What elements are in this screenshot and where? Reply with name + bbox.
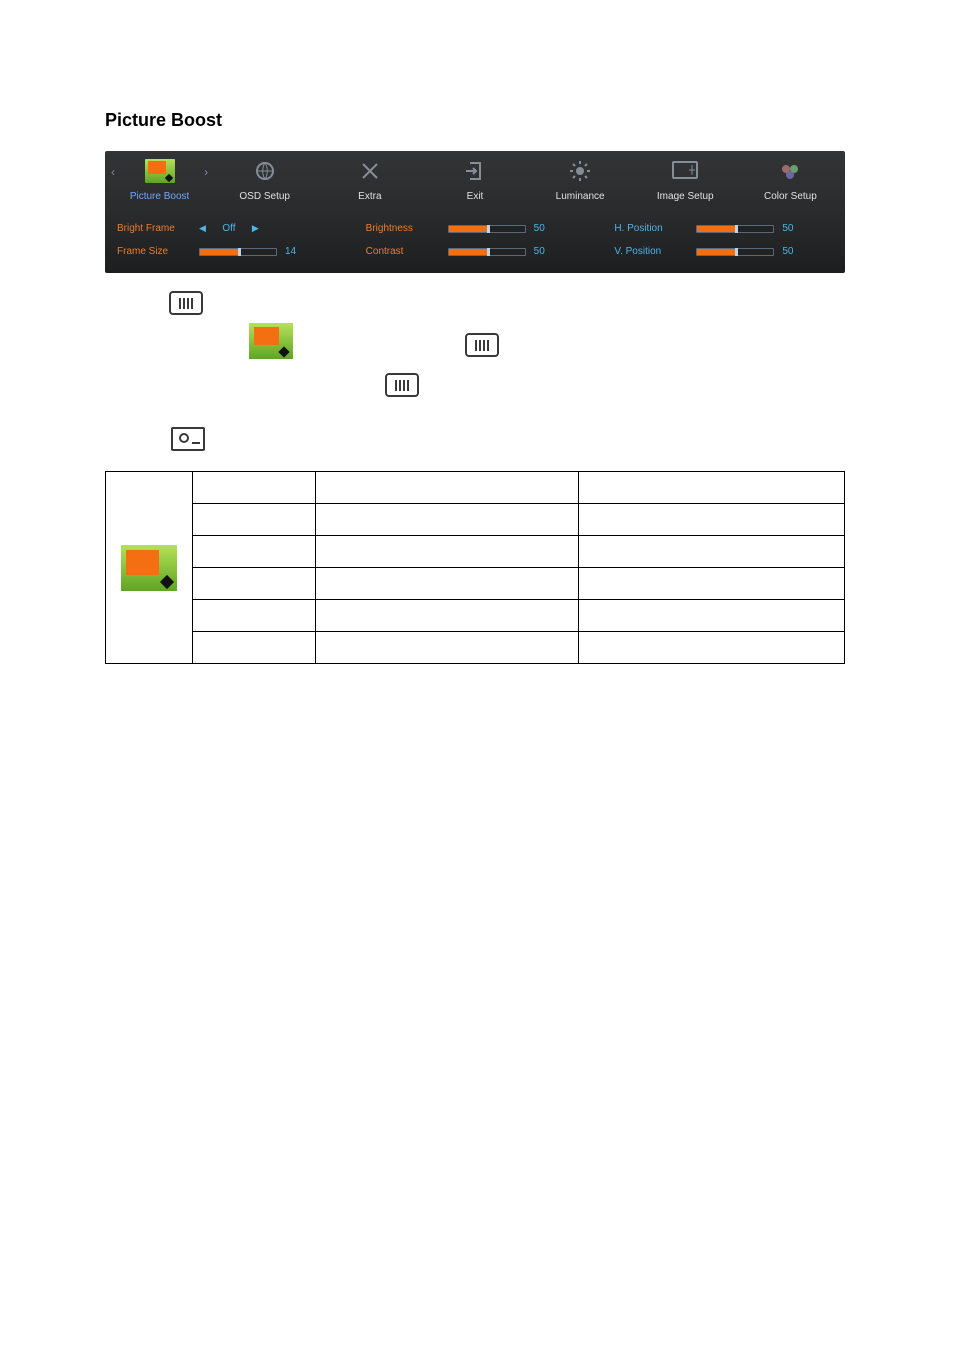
image-setup-icon: [672, 161, 698, 181]
tab-label: Image Setup: [633, 191, 738, 202]
table-row: [106, 632, 845, 664]
globe-icon: [254, 160, 276, 182]
menu-button-icon: [465, 333, 499, 357]
tab-label: Picture Boost: [107, 191, 212, 202]
settings-table: [105, 471, 845, 664]
chevron-left-icon[interactable]: ◀: [199, 223, 206, 234]
tab-label: Color Setup: [738, 191, 843, 202]
slider-track[interactable]: [199, 248, 277, 256]
table-cell: [316, 472, 579, 504]
osd-settings-grid: Bright Frame ◀ Off ▶ Brightness 50 H. Po…: [105, 209, 845, 261]
slider-track[interactable]: [696, 225, 774, 233]
table-cell: [193, 472, 316, 504]
setting-label: Brightness: [366, 223, 440, 234]
table-row: [106, 536, 845, 568]
tab-exit[interactable]: Exit: [422, 151, 527, 209]
setting-label: H. Position: [614, 223, 688, 234]
tab-osd-setup[interactable]: OSD Setup: [212, 151, 317, 209]
table-row: [106, 472, 845, 504]
tab-label: Exit: [422, 191, 527, 202]
setting-brightness[interactable]: Brightness 50: [366, 223, 585, 234]
auto-button-icon: [171, 427, 205, 451]
page-title: Picture Boost: [105, 110, 854, 131]
setting-bright-frame[interactable]: Bright Frame ◀ Off ▶: [117, 223, 336, 234]
osd-tab-row: ‹ Picture Boost › OSD Setup Extra Exit L…: [105, 151, 845, 209]
exit-icon: [464, 160, 486, 182]
slider-track[interactable]: [696, 248, 774, 256]
picture-boost-icon: [145, 159, 175, 183]
slider-track[interactable]: [448, 248, 526, 256]
setting-label: Frame Size: [117, 246, 191, 257]
setting-h-position[interactable]: H. Position 50: [614, 223, 833, 234]
table-row: [106, 600, 845, 632]
setting-value: 50: [782, 223, 806, 234]
slider-track[interactable]: [448, 225, 526, 233]
tab-image-setup[interactable]: Image Setup: [633, 151, 738, 209]
osd-panel: ‹ Picture Boost › OSD Setup Extra Exit L…: [105, 151, 845, 273]
setting-label: Contrast: [366, 246, 440, 257]
chevron-left-icon[interactable]: ‹: [111, 165, 115, 179]
tools-icon: [359, 160, 381, 182]
menu-button-icon: [169, 291, 203, 315]
tab-picture-boost[interactable]: ‹ Picture Boost ›: [107, 151, 212, 209]
setting-label: Bright Frame: [117, 223, 191, 234]
tab-extra[interactable]: Extra: [317, 151, 422, 209]
tab-label: Extra: [317, 191, 422, 202]
chevron-right-icon[interactable]: ›: [204, 165, 208, 179]
setting-value: 14: [285, 246, 309, 257]
setting-value: 50: [782, 246, 806, 257]
tab-label: OSD Setup: [212, 191, 317, 202]
tab-label: Luminance: [528, 191, 633, 202]
instruction-area: [105, 287, 845, 457]
setting-value: 50: [534, 246, 558, 257]
setting-value: 50: [534, 223, 558, 234]
setting-value: Off: [214, 223, 244, 234]
setting-v-position[interactable]: V. Position 50: [614, 246, 833, 257]
picture-boost-icon: [121, 545, 177, 591]
picture-boost-icon: [249, 323, 293, 359]
sun-icon: [569, 160, 591, 182]
setting-frame-size[interactable]: Frame Size 14: [117, 246, 336, 257]
setting-label: V. Position: [614, 246, 688, 257]
table-cell: [579, 472, 845, 504]
tab-luminance[interactable]: Luminance: [528, 151, 633, 209]
color-icon: [779, 160, 801, 182]
table-row: [106, 504, 845, 536]
tab-color-setup[interactable]: Color Setup: [738, 151, 843, 209]
menu-button-icon: [385, 373, 419, 397]
chevron-right-icon[interactable]: ▶: [252, 223, 259, 234]
setting-contrast[interactable]: Contrast 50: [366, 246, 585, 257]
table-row: [106, 568, 845, 600]
table-icon-cell: [106, 472, 193, 664]
